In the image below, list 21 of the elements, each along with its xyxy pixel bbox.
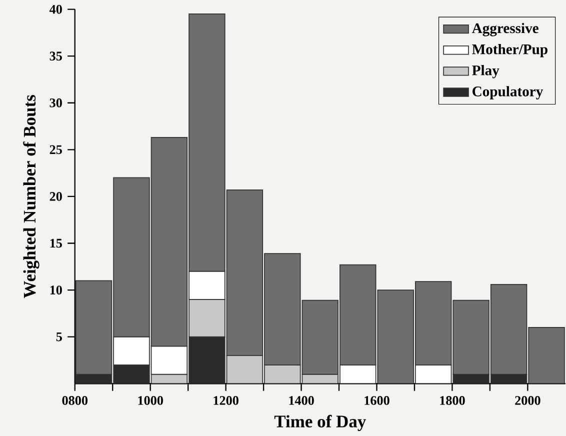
legend-label: Copulatory (472, 86, 544, 100)
y-tick-label: 15 (50, 238, 62, 248)
x-tick-label: 1200 (214, 396, 238, 405)
y-tick-label: 35 (50, 52, 62, 61)
y-tick-label: 5 (56, 332, 62, 342)
x-tick-label: 1600 (364, 396, 390, 405)
legend-label: Play (472, 65, 500, 78)
y-tick-label: 25 (50, 145, 62, 154)
x-tick-label: 2000 (515, 396, 540, 405)
legend-label: Mother/Pup (472, 44, 548, 58)
legend-label: Aggressive (472, 22, 538, 36)
y-tick-label: 10 (50, 286, 62, 295)
x-tick-label: 1800 (440, 396, 465, 405)
x-tick-label: 0800 (62, 396, 88, 405)
y-tick-label: 30 (50, 98, 62, 108)
y-tick-label: 40 (49, 4, 62, 14)
x-tick-label: 1400 (289, 396, 314, 405)
y-tick-label: 20 (50, 192, 62, 201)
y-axis-title: Weighted Number of Bouts (23, 95, 40, 298)
x-axis-title: Time of Day (274, 414, 366, 432)
x-tick-label: 1000 (138, 396, 163, 405)
